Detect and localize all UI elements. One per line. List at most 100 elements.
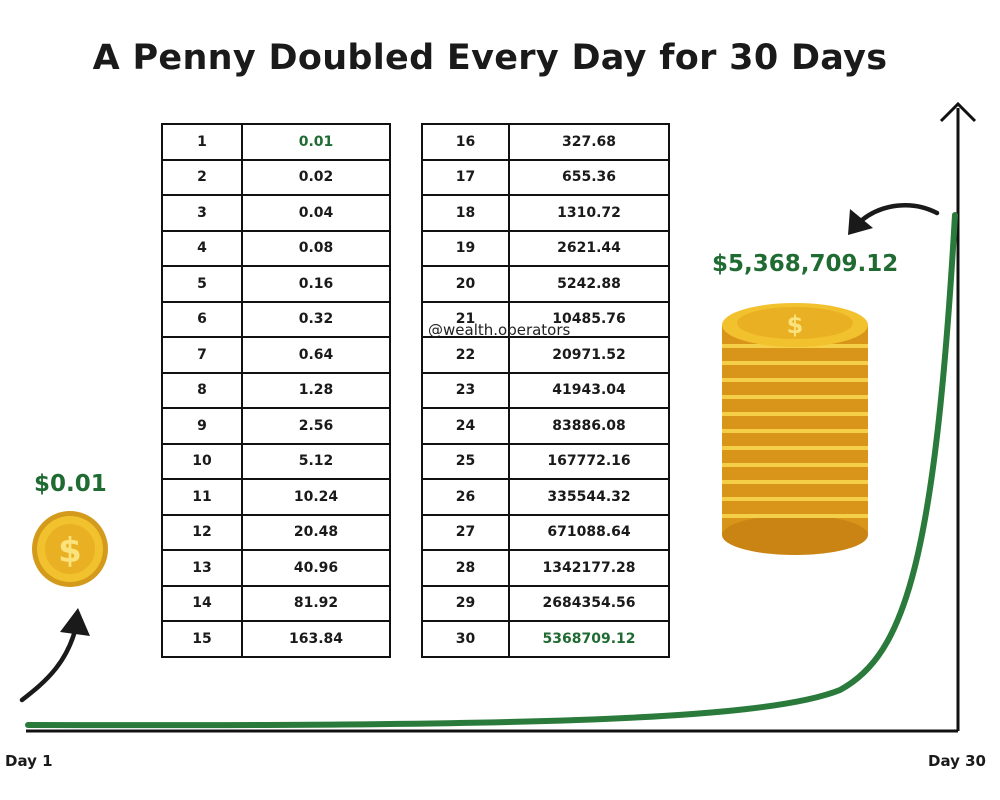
table-row: 5 0.16 bbox=[161, 265, 391, 303]
day-cell: 3 bbox=[161, 194, 243, 232]
amount-cell: 0.08 bbox=[241, 229, 391, 267]
svg-text:$: $ bbox=[58, 531, 82, 571]
amount-cell: 0.01 bbox=[241, 123, 391, 161]
amount-cell: 1342177.28 bbox=[508, 549, 670, 587]
doubling-table-days-1-15: 1 0.01 2 0.02 3 0.04 4 0.08 5 0.16 6 0.32 7 0.64 8 1.28… bbox=[161, 123, 391, 658]
svg-text:$: $ bbox=[787, 311, 804, 339]
day-cell: 7 bbox=[161, 336, 243, 374]
table-row: 8 1.28 bbox=[161, 371, 391, 409]
table-row: 21 10485.76 bbox=[421, 300, 670, 338]
table-row: 12 20.48 bbox=[161, 513, 391, 551]
amount-cell: 40.96 bbox=[241, 549, 391, 587]
day-cell: 2 bbox=[161, 158, 243, 196]
amount-cell: 0.16 bbox=[241, 265, 391, 303]
curved-arrow-icon-right bbox=[848, 202, 940, 235]
day-cell: 24 bbox=[421, 407, 510, 445]
amount-cell: 41943.04 bbox=[508, 371, 670, 409]
curved-arrow-icon-left bbox=[19, 608, 90, 703]
table-row: 30 5368709.12 bbox=[421, 620, 670, 658]
table-row: 22 20971.52 bbox=[421, 336, 670, 374]
amount-cell: 5.12 bbox=[241, 442, 391, 480]
x-axis-start-label: Day 1 bbox=[5, 752, 53, 770]
day-cell: 12 bbox=[161, 513, 243, 551]
amount-cell: 0.04 bbox=[241, 194, 391, 232]
table-row: 15 163.84 bbox=[161, 620, 391, 658]
day-cell: 30 bbox=[421, 620, 510, 658]
day-cell: 25 bbox=[421, 442, 510, 480]
amount-cell: 655.36 bbox=[508, 158, 670, 196]
table-row: 29 2684354.56 bbox=[421, 584, 670, 622]
table-row: 2 0.02 bbox=[161, 158, 391, 196]
amount-cell: 163.84 bbox=[241, 620, 391, 658]
amount-cell: 5368709.12 bbox=[508, 620, 670, 658]
table-row: 28 1342177.28 bbox=[421, 549, 670, 587]
day-cell: 29 bbox=[421, 584, 510, 622]
day-cell: 4 bbox=[161, 229, 243, 267]
amount-cell: 10.24 bbox=[241, 478, 391, 516]
amount-cell: 0.32 bbox=[241, 300, 391, 338]
table-row: 24 83886.08 bbox=[421, 407, 670, 445]
day-cell: 1 bbox=[161, 123, 243, 161]
day-cell: 26 bbox=[421, 478, 510, 516]
table-row: 25 167772.16 bbox=[421, 442, 670, 480]
day-cell: 8 bbox=[161, 371, 243, 409]
page-title: A Penny Doubled Every Day for 30 Days bbox=[92, 38, 888, 78]
table-row: 3 0.04 bbox=[161, 194, 391, 232]
y-axis-arrowhead-icon bbox=[939, 101, 977, 123]
table-row: 1 0.01 bbox=[161, 123, 391, 161]
amount-cell: 81.92 bbox=[241, 584, 391, 622]
day-cell: 11 bbox=[161, 478, 243, 516]
table-row: 4 0.08 bbox=[161, 229, 391, 267]
amount-cell: 83886.08 bbox=[508, 407, 670, 445]
day-cell: 18 bbox=[421, 194, 510, 232]
day-cell: 20 bbox=[421, 265, 510, 303]
amount-cell: 167772.16 bbox=[508, 442, 670, 480]
amount-cell: 1.28 bbox=[241, 371, 391, 409]
day-cell: 10 bbox=[161, 442, 243, 480]
table-row: 26 335544.32 bbox=[421, 478, 670, 516]
day-cell: 14 bbox=[161, 584, 243, 622]
table-row: 27 671088.64 bbox=[421, 513, 670, 551]
table-row: 13 40.96 bbox=[161, 549, 391, 587]
day-cell: 22 bbox=[421, 336, 510, 374]
amount-cell: 5242.88 bbox=[508, 265, 670, 303]
table-row: 11 10.24 bbox=[161, 478, 391, 516]
table-row: 23 41943.04 bbox=[421, 371, 670, 409]
day-cell: 15 bbox=[161, 620, 243, 658]
day-cell: 23 bbox=[421, 371, 510, 409]
x-axis-end-label: Day 30 bbox=[928, 752, 986, 770]
amount-cell: 2.56 bbox=[241, 407, 391, 445]
amount-cell: 0.64 bbox=[241, 336, 391, 374]
amount-cell: 2621.44 bbox=[508, 229, 670, 267]
day-cell: 28 bbox=[421, 549, 510, 587]
coin-stack-icon: $ bbox=[722, 303, 868, 555]
table-row: 10 5.12 bbox=[161, 442, 391, 480]
dollar-coin-icon: $ bbox=[32, 511, 108, 587]
watermark-handle: @wealth.operators bbox=[428, 321, 571, 339]
day-cell: 9 bbox=[161, 407, 243, 445]
amount-cell: 1310.72 bbox=[508, 194, 670, 232]
growth-curve bbox=[25, 212, 958, 729]
doubling-table-days-16-30: 16 327.68 17 655.36 18 1310.72 19 2621.44 20 5242… bbox=[421, 123, 670, 658]
amount-cell: 335544.32 bbox=[508, 478, 670, 516]
table-row: 7 0.64 bbox=[161, 336, 391, 374]
table-row: 16 327.68 bbox=[421, 123, 670, 161]
day-cell: 13 bbox=[161, 549, 243, 587]
amount-cell: 20.48 bbox=[241, 513, 391, 551]
day-cell: 5 bbox=[161, 265, 243, 303]
amount-cell: 20971.52 bbox=[508, 336, 670, 374]
amount-cell: 671088.64 bbox=[508, 513, 670, 551]
day-cell: 19 bbox=[421, 229, 510, 267]
table-row: 14 81.92 bbox=[161, 584, 391, 622]
amount-cell: 0.02 bbox=[241, 158, 391, 196]
day-cell: 27 bbox=[421, 513, 510, 551]
amount-cell: 2684354.56 bbox=[508, 584, 670, 622]
table-row: 6 0.32 bbox=[161, 300, 391, 338]
table-row: 18 1310.72 bbox=[421, 194, 670, 232]
start-amount: $0.01 bbox=[34, 471, 107, 497]
day-cell: 16 bbox=[421, 123, 510, 161]
table-row: 17 655.36 bbox=[421, 158, 670, 196]
amount-cell: 327.68 bbox=[508, 123, 670, 161]
amount-cell: 10485.76 bbox=[508, 300, 670, 338]
